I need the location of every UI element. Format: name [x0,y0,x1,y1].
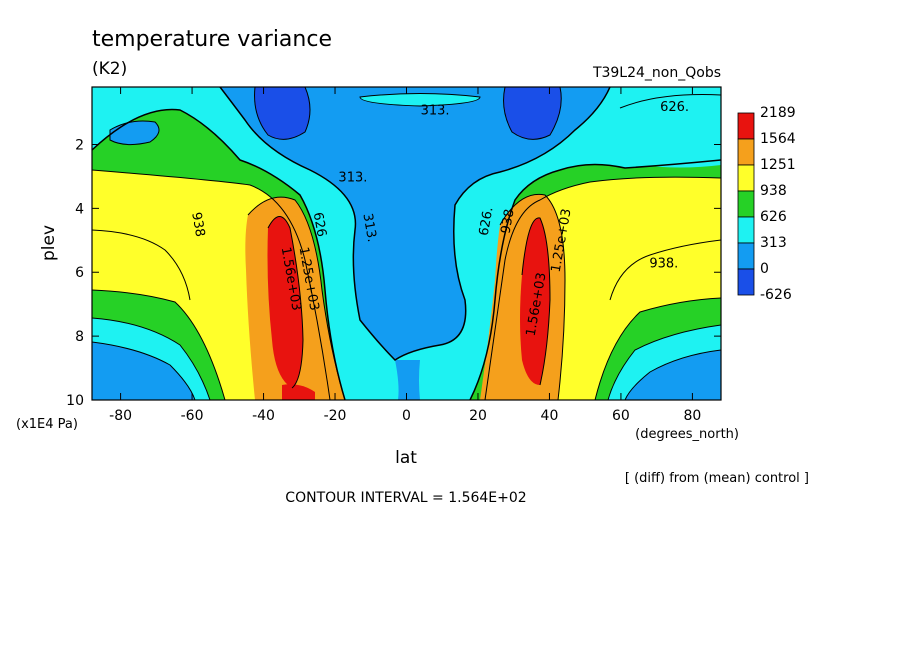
band-313-626-topstrip [360,93,480,106]
contour-line [92,229,191,301]
contour-line [607,324,721,400]
chart-title: temperature variance [92,27,332,52]
chart-units: (K2) [92,59,127,79]
contour-interval: CONTOUR INTERVAL = 1.564E+02 [285,490,526,506]
contour-label-text: 313. [421,103,450,118]
colorbar: 2189 1564 1251 938 626 313 0 -626 [737,105,796,303]
contour-label: 626 [310,211,329,238]
contour-label: 938. [649,257,678,272]
contour-line [521,217,551,386]
contour-label-text: 938 [499,208,518,235]
contour-line [267,216,304,389]
contour-line [254,87,311,140]
colorbar-label: 2189 [760,105,796,121]
x-tick-label: 40 [541,408,559,424]
x-tick-label: 0 [402,408,411,424]
y-tick-label: 2 [75,137,84,153]
band-0-313-lowright [625,350,721,400]
run-label: T39L24_non_Qobs [592,65,721,81]
colorbar-label: 938 [760,183,787,199]
colorbar-swatch [737,268,755,296]
y-axis-units: (x1E4 Pa) [16,417,78,432]
colorbar-swatch [737,138,755,166]
x-axis: -80 -60 -40 -20 0 20 40 60 80 [109,87,701,424]
contour-label: 313. [338,170,367,185]
y-tick-label: 6 [75,265,84,281]
contour-label-text: 626. [660,100,689,115]
contour-label: 626. [660,100,689,115]
diff-note: [ (diff) from (mean) control ] [625,471,809,486]
colorbar-label: 1251 [760,157,796,173]
colorbar-label: 626 [760,209,787,225]
contour-line [92,317,211,400]
contour-line [92,289,226,400]
contour-line [359,93,481,107]
contour-lines [92,87,721,400]
band-1564-2189-right-core [520,217,550,385]
contour-line [219,87,611,361]
x-tick-label: -20 [324,408,347,424]
colorbar-label: -626 [760,287,792,303]
colorbar-label: 0 [760,261,769,277]
band-neg-left-core [254,87,310,140]
y-tick-label: 8 [75,329,84,345]
contour-label-text: 938. [649,257,678,272]
contour-label-text: 938 [188,211,207,238]
band-0-313-upper [220,87,610,360]
contour-line [109,120,160,146]
contour-line [92,169,331,400]
contour-line [619,94,721,109]
band-0-313-stem [395,360,420,400]
band-neg-right-core [503,87,562,140]
colorbar-label: 1564 [760,131,796,147]
colorbar-swatch [737,164,755,192]
band-1564-2189-left-core [267,216,303,388]
colorbar-swatch [737,216,755,244]
x-tick-label: 60 [612,408,630,424]
x-axis-units: (degrees_north) [635,427,739,442]
band-313-626-rightcap [615,94,721,168]
x-tick-label: -40 [252,408,275,424]
y-axis-label: plev [39,225,59,261]
contour-label-layer: 313. 626.313.938 626 313.1.56e+031.25e+0362… [188,100,689,337]
contour-label-text: 313. [359,212,379,243]
y-tick-label: 10 [66,393,84,409]
x-axis-label: lat [395,448,417,468]
colorbar-label: 313 [760,235,787,251]
contour-line [469,159,721,400]
contour-line [609,239,721,301]
contour-line [92,108,346,400]
colorbar-swatch [737,190,755,218]
contour-line [247,196,346,400]
band-1564-2189-left-bottom [282,384,315,400]
x-tick-label: 80 [683,408,701,424]
contour-label: 313. [421,103,450,118]
x-tick-label: -60 [181,408,204,424]
contour-line [594,297,721,400]
contour-label: 938 [499,208,518,235]
contour-label: 626. [477,206,497,237]
contour-line [484,176,721,400]
contour-label-text: 626. [477,206,497,237]
contour-line [92,341,196,400]
y-axis: 2 4 6 8 10 [66,137,721,409]
x-tick-label: 20 [469,408,487,424]
contour-field [92,87,721,400]
contour-label-text: 626 [310,211,329,238]
contour-line [624,349,721,400]
colorbar-swatch [737,112,755,140]
y-tick-label: 4 [75,201,84,217]
band-0-313-lowleft [92,342,195,400]
colorbar-swatch [737,242,755,270]
contour-line [503,87,562,140]
contour-label: 938 [188,211,207,238]
contour-line [499,193,566,400]
contour-label-text: 313. [338,170,367,185]
x-tick-label: -80 [109,408,132,424]
contour-label: 313. [359,212,379,243]
